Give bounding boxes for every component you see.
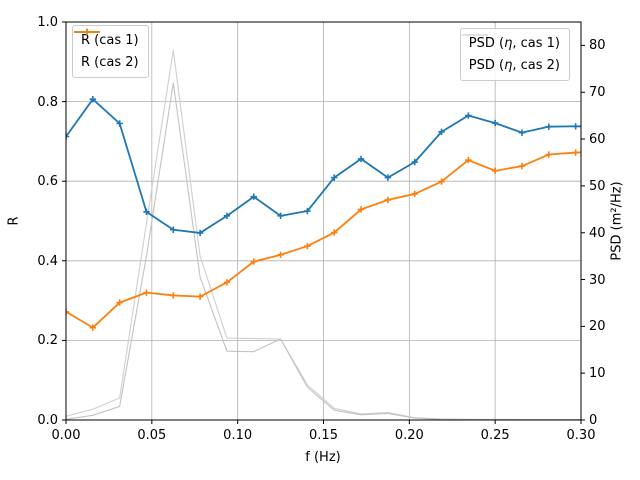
y-right-tick-label: 60 xyxy=(589,132,606,148)
legend-item-label: R (cas 2) xyxy=(81,55,139,70)
tick-marks xyxy=(62,21,585,424)
y-left-tick-label: 1.0 xyxy=(37,15,58,30)
y-right-tick-label: 20 xyxy=(589,319,606,335)
x-tick-label: 0.15 xyxy=(309,428,338,443)
y-left-tick-label: 0.4 xyxy=(37,253,58,269)
x-tick-label: 0.20 xyxy=(394,428,424,443)
y-left-tick-label: 0.2 xyxy=(37,333,58,349)
x-axis-label: f (Hz) xyxy=(305,450,341,465)
legend-item-label: PSD (η, cas 2) xyxy=(468,58,560,73)
x-tick-label: 0.30 xyxy=(566,428,596,443)
x-tick-label: 0.25 xyxy=(480,428,510,443)
x-tick-label: 0.10 xyxy=(223,428,253,443)
legend-item: PSD (η, cas 2) xyxy=(461,34,560,75)
series-markers-r-cas-2- xyxy=(66,149,579,331)
y-left-tick-label: 0.6 xyxy=(37,174,58,190)
legend-r-curves: R (cas 1) R (cas 2) xyxy=(72,25,149,78)
y-right-tick-label: 30 xyxy=(589,272,606,288)
legend-item-label: PSD (η, cas 1) xyxy=(468,36,560,51)
legend-line-sample-icon xyxy=(461,34,488,36)
series-markers-r-cas-1- xyxy=(66,96,579,237)
y-right-tick-label: 50 xyxy=(589,178,606,194)
y-right-tick-label: 80 xyxy=(589,38,606,54)
y-axis-label-right: PSD (m²/Hz) xyxy=(609,181,625,261)
y-axis-label-left: R xyxy=(6,216,22,226)
y-right-tick-label: 40 xyxy=(589,225,606,241)
y-left-tick-label: 0.0 xyxy=(37,413,58,428)
x-tick-label: 0.05 xyxy=(137,428,167,443)
y-right-tick-label: 10 xyxy=(589,366,606,382)
y-right-tick-label: 0 xyxy=(589,413,598,428)
legend-line-sample-icon xyxy=(74,28,100,36)
x-tick-label: 0.00 xyxy=(51,428,81,443)
y-right-tick-label: 70 xyxy=(589,85,606,101)
y-left-tick-label: 0.8 xyxy=(37,94,58,110)
legend-item-label: R (cas 1) xyxy=(81,33,139,48)
legend-psd-curves: PSD (η, cas 1) PSD (η, cas 2) xyxy=(459,28,570,81)
legend-item: R (cas 2) xyxy=(74,28,139,72)
